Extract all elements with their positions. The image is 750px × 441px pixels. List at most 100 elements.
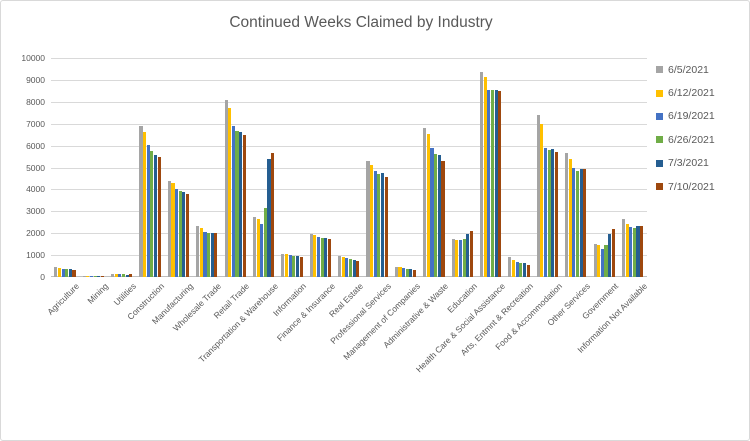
- bar: [469, 231, 473, 277]
- bar: [260, 224, 264, 277]
- bar: [68, 268, 72, 277]
- bar: [583, 168, 587, 277]
- legend-item: 6/19/2021: [656, 105, 748, 128]
- bar: [65, 268, 69, 277]
- bar: [621, 218, 625, 277]
- bar: [611, 228, 615, 277]
- y-tick-label: 1000: [26, 250, 45, 261]
- x-category-label: Transportation & Warehouse: [196, 281, 280, 365]
- bar: [175, 189, 179, 277]
- bar: [139, 125, 143, 277]
- x-category-label: Food & Accommodation: [492, 281, 564, 352]
- bar: [235, 131, 239, 277]
- x-category-label: Agriculture: [45, 281, 82, 317]
- bar: [526, 264, 530, 277]
- bar-cluster: [392, 58, 420, 277]
- bar: [451, 238, 455, 277]
- bar: [423, 128, 427, 277]
- bar: [356, 260, 360, 277]
- bar: [320, 237, 324, 277]
- bar: [57, 268, 61, 277]
- bar-cluster: [306, 58, 334, 277]
- bar: [576, 170, 580, 277]
- bar: [540, 123, 544, 277]
- bar: [111, 274, 115, 277]
- bar: [89, 276, 94, 277]
- bar: [327, 238, 331, 277]
- bar-cluster: [619, 58, 647, 277]
- bar: [292, 256, 296, 277]
- bar-cluster: [505, 58, 533, 277]
- bar: [125, 274, 129, 277]
- bar: [522, 263, 527, 277]
- bar: [426, 133, 430, 277]
- bar: [263, 208, 267, 277]
- bar: [352, 260, 356, 277]
- x-category-label: Manufacturing: [149, 281, 195, 327]
- bar: [157, 156, 161, 277]
- legend-item: 6/26/2021: [656, 128, 748, 151]
- bar: [196, 225, 200, 277]
- chart-title: Continued Weeks Claimed by Industry: [229, 14, 493, 31]
- y-tick-label: 3000: [26, 206, 45, 217]
- legend-swatch-icon: [656, 183, 663, 191]
- bar: [487, 89, 491, 277]
- bar: [348, 259, 353, 277]
- gridline: [51, 189, 647, 191]
- bar: [536, 114, 540, 277]
- bar: [242, 134, 246, 277]
- bar: [377, 174, 381, 277]
- bar: [97, 276, 101, 277]
- bar: [547, 149, 551, 277]
- legend-label: 6/5/2021: [668, 63, 709, 76]
- bar: [100, 276, 104, 277]
- bar: [185, 193, 190, 277]
- bar: [636, 225, 640, 277]
- bar: [284, 254, 289, 277]
- bar: [178, 190, 182, 277]
- bar-cluster: [79, 58, 107, 277]
- bar: [271, 153, 275, 277]
- x-category-label: Real Estate: [326, 281, 366, 320]
- y-tick-label: 10000: [21, 53, 45, 63]
- legend-item: 6/12/2021: [656, 81, 748, 104]
- bar: [402, 268, 406, 277]
- bar: [207, 233, 211, 277]
- bar: [462, 238, 466, 277]
- bar: [153, 155, 158, 277]
- bar: [82, 276, 86, 277]
- bar-cluster: [477, 58, 505, 277]
- bar: [171, 182, 175, 277]
- bar: [313, 235, 317, 277]
- legend-swatch-icon: [656, 159, 663, 167]
- bar: [72, 270, 76, 277]
- bar: [494, 89, 498, 277]
- gridline: [51, 123, 647, 125]
- bar-cluster: [590, 58, 618, 277]
- bar: [146, 144, 150, 277]
- y-tick-label: 0: [40, 272, 45, 282]
- bar: [338, 256, 342, 277]
- bar: [373, 170, 377, 277]
- x-category-label: Information Not Available: [575, 281, 649, 355]
- bar: [490, 89, 494, 277]
- bar-cluster: [165, 58, 193, 277]
- x-category-label: Professional Services: [328, 281, 394, 346]
- x-category-label: Education: [444, 281, 479, 315]
- x-category-label: Retail Trade: [212, 281, 252, 321]
- bar: [458, 239, 462, 277]
- bar: [54, 267, 58, 277]
- bar: [341, 257, 345, 277]
- bar: [239, 132, 243, 277]
- y-tick-label: 7000: [26, 118, 45, 129]
- x-category-label: Construction: [125, 281, 167, 322]
- bar: [565, 153, 569, 277]
- legend-label: 6/12/2021: [668, 87, 715, 100]
- x-category-label: Government: [580, 281, 621, 322]
- bar: [182, 191, 186, 277]
- bar: [256, 218, 260, 277]
- bar: [366, 160, 370, 277]
- gridline: [51, 101, 647, 103]
- bar: [316, 236, 321, 277]
- bar: [568, 158, 572, 277]
